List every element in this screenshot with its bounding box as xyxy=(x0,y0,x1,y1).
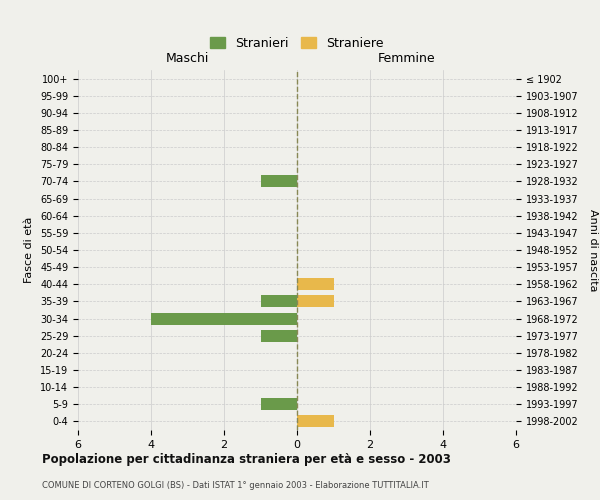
Text: Maschi: Maschi xyxy=(166,52,209,65)
Legend: Stranieri, Straniere: Stranieri, Straniere xyxy=(206,33,388,54)
Bar xyxy=(297,416,334,428)
Y-axis label: Fasce di età: Fasce di età xyxy=(25,217,34,283)
Text: COMUNE DI CORTENO GOLGI (BS) - Dati ISTAT 1° gennaio 2003 - Elaborazione TUTTITA: COMUNE DI CORTENO GOLGI (BS) - Dati ISTA… xyxy=(42,481,429,490)
Bar xyxy=(260,398,297,410)
Bar xyxy=(260,176,297,188)
Text: Femmine: Femmine xyxy=(377,52,436,65)
Text: Popolazione per cittadinanza straniera per età e sesso - 2003: Popolazione per cittadinanza straniera p… xyxy=(42,452,451,466)
Bar xyxy=(297,278,334,290)
Bar xyxy=(151,312,297,324)
Y-axis label: Anni di nascita: Anni di nascita xyxy=(588,209,598,291)
Bar xyxy=(260,330,297,342)
Bar xyxy=(297,296,334,308)
Bar xyxy=(260,296,297,308)
